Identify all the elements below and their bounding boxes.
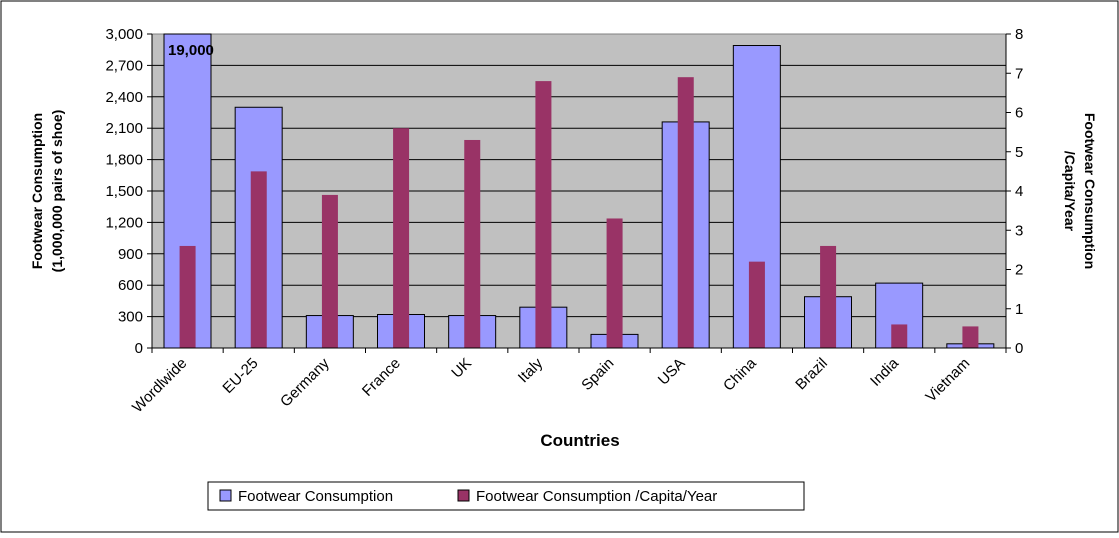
right-axis-title: Footwear Consumption: [1082, 113, 1098, 269]
bar-footwear-per-capita: [250, 171, 267, 348]
left-axis-ticks: 0 300 600 900 1,200 1,500 1,800 2,100 2,400 2,700…: [105, 26, 152, 357]
bar-footwear-per-capita: [606, 218, 623, 348]
bar-footwear-per-capita: [677, 77, 694, 349]
right-tick-label: 5: [1015, 144, 1023, 161]
left-tick-label: 2,700: [105, 57, 143, 74]
right-tick-label: 7: [1015, 65, 1023, 82]
left-axis-title: Footwear Consumption: [29, 113, 45, 269]
bar-footwear-per-capita: [820, 245, 837, 348]
legend-swatch-per-capita: [457, 489, 470, 502]
bar-footwear-per-capita: [321, 194, 338, 348]
gridlines: [152, 64, 1006, 318]
bar-footwear-per-capita: [891, 324, 908, 348]
bar-footwear-per-capita: [464, 139, 481, 348]
left-axis-title-line2: (1,000,000 pairs of shoe): [49, 110, 65, 273]
x-axis-title: Countries: [540, 431, 619, 450]
left-tick-label: 1,800: [105, 152, 143, 169]
left-tick-label: 2,100: [105, 120, 143, 137]
legend-swatch-consumption: [219, 489, 232, 502]
left-tick-label: 600: [118, 277, 143, 294]
legend-label-per-capita: Footwear Consumption /Capita/Year: [476, 488, 717, 505]
left-tick-label: 1,500: [105, 183, 143, 200]
left-tick-label: 1,200: [105, 214, 143, 231]
bar-footwear-per-capita: [535, 81, 552, 348]
right-tick-label: 8: [1015, 26, 1023, 43]
right-tick-label: 6: [1015, 105, 1023, 122]
right-axis-title-line2: /Capita/Year: [1062, 151, 1078, 232]
annotation-label: 19,000: [168, 42, 214, 59]
left-tick-label: 900: [118, 246, 143, 263]
right-axis-ticks: 0 1 2 3 4 5 6 7 8: [1006, 26, 1023, 357]
left-tick-label: 300: [118, 309, 143, 326]
bar-footwear-per-capita: [962, 326, 979, 348]
right-tick-label: 0: [1015, 340, 1023, 357]
right-tick-label: 4: [1015, 183, 1023, 200]
legend: Footwear Consumption Footwear Consumptio…: [207, 481, 805, 511]
left-tick-label: 3,000: [105, 26, 143, 43]
bar-footwear-per-capita: [748, 261, 765, 348]
left-tick-label: 0: [135, 340, 143, 357]
bar-footwear-per-capita: [179, 245, 196, 348]
right-tick-label: 1: [1015, 301, 1023, 318]
right-tick-label: 3: [1015, 222, 1023, 239]
legend-label-consumption: Footwear Consumption: [238, 488, 393, 505]
left-tick-label: 2,400: [105, 89, 143, 106]
bar-footwear-per-capita: [393, 128, 410, 348]
bar-series: [163, 33, 995, 349]
legend-box: [207, 481, 805, 511]
right-tick-label: 2: [1015, 262, 1023, 279]
